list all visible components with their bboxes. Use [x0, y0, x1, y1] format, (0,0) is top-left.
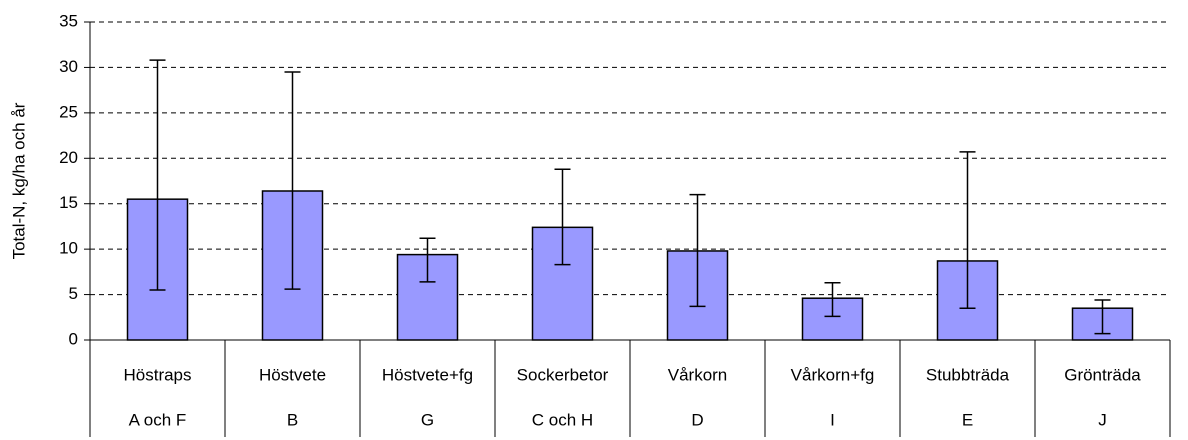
x-tick-label: Sockerbetor: [517, 365, 609, 384]
error-bar: [554, 168, 571, 266]
error-bar: [284, 71, 301, 290]
x-tick-label: Vårkorn: [668, 365, 728, 384]
x-tick-code: C och H: [532, 410, 593, 429]
x-tick-code: J: [1098, 410, 1107, 429]
y-tick-label: 5: [69, 284, 78, 303]
error-bar: [824, 282, 841, 318]
x-tick-label: Stubbträda: [926, 365, 1010, 384]
x-tick-code: D: [691, 410, 703, 429]
y-tick-label: 15: [59, 193, 78, 212]
y-tick-label: 20: [59, 148, 78, 167]
error-bar: [419, 237, 436, 283]
x-tick-label: Höstvete: [259, 365, 326, 384]
y-tick-label: 35: [59, 11, 78, 30]
x-tick-label: Vårkorn+fg: [791, 365, 875, 384]
x-tick-label: Grönträda: [1064, 365, 1141, 384]
error-bar: [959, 151, 976, 309]
error-bar: [149, 59, 166, 291]
x-tick-code: A och F: [129, 410, 187, 429]
x-tick-code: E: [962, 410, 973, 429]
y-axis-label: Total-N, kg/ha och år: [9, 102, 28, 259]
x-tick-code: I: [830, 410, 835, 429]
y-tick-label: 0: [69, 329, 78, 348]
x-tick-code: G: [421, 410, 434, 429]
x-tick-label: Höstvete+fg: [382, 365, 473, 384]
y-tick-label: 25: [59, 102, 78, 121]
x-tick-label: Höstraps: [123, 365, 191, 384]
error-bar: [689, 193, 706, 308]
x-tick-code: B: [287, 410, 298, 429]
error-bar: [1094, 299, 1111, 335]
y-tick-label: 30: [59, 57, 78, 76]
y-tick-label: 10: [59, 239, 78, 258]
